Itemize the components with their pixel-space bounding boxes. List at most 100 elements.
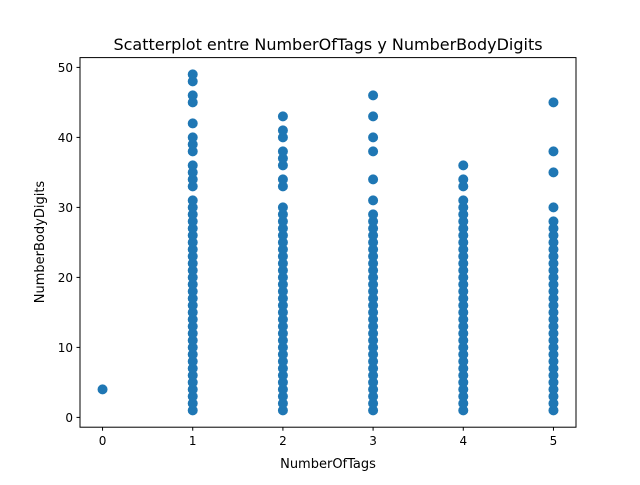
data-point bbox=[548, 244, 559, 255]
data-point bbox=[277, 153, 288, 164]
data-point bbox=[187, 160, 198, 171]
data-point bbox=[548, 405, 559, 416]
data-point bbox=[458, 356, 469, 367]
data-point bbox=[277, 398, 288, 409]
data-point bbox=[187, 321, 198, 332]
data-point bbox=[368, 391, 379, 402]
data-point bbox=[368, 258, 379, 269]
x-axis-label: NumberOfTags bbox=[280, 457, 376, 472]
data-point bbox=[458, 405, 469, 416]
data-point bbox=[187, 265, 198, 276]
data-point bbox=[548, 265, 559, 276]
data-point bbox=[187, 349, 198, 360]
data-point bbox=[458, 174, 469, 185]
data-point bbox=[187, 237, 198, 248]
data-point bbox=[277, 181, 288, 192]
y-axis: 0 10 20 30 40 50 bbox=[58, 61, 80, 425]
data-point bbox=[277, 356, 288, 367]
data-point bbox=[187, 377, 198, 388]
data-point bbox=[187, 356, 198, 367]
y-tick-label: 50 bbox=[58, 61, 73, 75]
data-point bbox=[277, 146, 288, 157]
data-point bbox=[368, 251, 379, 262]
x-tick-label: 4 bbox=[459, 434, 467, 448]
data-point bbox=[458, 251, 469, 262]
data-point bbox=[277, 307, 288, 318]
data-point bbox=[458, 272, 469, 283]
data-point bbox=[187, 398, 198, 409]
data-point bbox=[368, 398, 379, 409]
data-point bbox=[277, 216, 288, 227]
data-point bbox=[368, 321, 379, 332]
data-point bbox=[368, 384, 379, 395]
data-point bbox=[548, 363, 559, 374]
data-point bbox=[277, 328, 288, 339]
data-point bbox=[458, 342, 469, 353]
y-tick-label: 10 bbox=[58, 341, 73, 355]
data-point bbox=[458, 258, 469, 269]
data-point bbox=[548, 377, 559, 388]
data-point bbox=[187, 69, 198, 80]
x-tick-label: 5 bbox=[550, 434, 558, 448]
data-point bbox=[187, 118, 198, 129]
data-point bbox=[458, 293, 469, 304]
data-point bbox=[277, 342, 288, 353]
data-point bbox=[548, 230, 559, 241]
data-point bbox=[187, 132, 198, 143]
data-point bbox=[187, 258, 198, 269]
data-point bbox=[187, 174, 198, 185]
data-point bbox=[187, 342, 198, 353]
data-point bbox=[548, 356, 559, 367]
data-point bbox=[368, 230, 379, 241]
data-point bbox=[277, 265, 288, 276]
data-point bbox=[368, 349, 379, 360]
y-tick-label: 40 bbox=[58, 131, 73, 145]
data-point bbox=[368, 90, 379, 101]
x-tick-label: 0 bbox=[99, 434, 107, 448]
data-point bbox=[187, 272, 198, 283]
data-point bbox=[187, 216, 198, 227]
data-point bbox=[458, 321, 469, 332]
data-point bbox=[548, 279, 559, 290]
data-point bbox=[458, 230, 469, 241]
data-point bbox=[368, 342, 379, 353]
data-point bbox=[458, 300, 469, 311]
data-point bbox=[277, 272, 288, 283]
data-point bbox=[187, 195, 198, 206]
data-point bbox=[368, 405, 379, 416]
data-point bbox=[187, 223, 198, 234]
data-point bbox=[368, 279, 379, 290]
data-point bbox=[277, 125, 288, 136]
data-point bbox=[368, 244, 379, 255]
data-point bbox=[368, 293, 379, 304]
data-point bbox=[548, 384, 559, 395]
data-point bbox=[187, 335, 198, 346]
data-point bbox=[187, 97, 198, 108]
x-tick-label: 1 bbox=[189, 434, 197, 448]
y-tick-label: 30 bbox=[58, 201, 73, 215]
data-point bbox=[187, 244, 198, 255]
data-point bbox=[458, 279, 469, 290]
data-point bbox=[277, 209, 288, 220]
data-point bbox=[368, 328, 379, 339]
data-point bbox=[277, 384, 288, 395]
data-point bbox=[187, 251, 198, 262]
data-point bbox=[548, 223, 559, 234]
data-point bbox=[458, 377, 469, 388]
data-point bbox=[368, 356, 379, 367]
data-point bbox=[187, 139, 198, 150]
data-point bbox=[458, 181, 469, 192]
data-point bbox=[458, 223, 469, 234]
data-point bbox=[97, 384, 108, 395]
data-point bbox=[277, 230, 288, 241]
data-point bbox=[187, 370, 198, 381]
data-point bbox=[458, 307, 469, 318]
data-point bbox=[458, 328, 469, 339]
data-point bbox=[187, 202, 198, 213]
data-point bbox=[368, 146, 379, 157]
data-point bbox=[277, 111, 288, 122]
data-point bbox=[277, 335, 288, 346]
x-axis: 0 1 2 3 4 5 bbox=[99, 427, 558, 448]
